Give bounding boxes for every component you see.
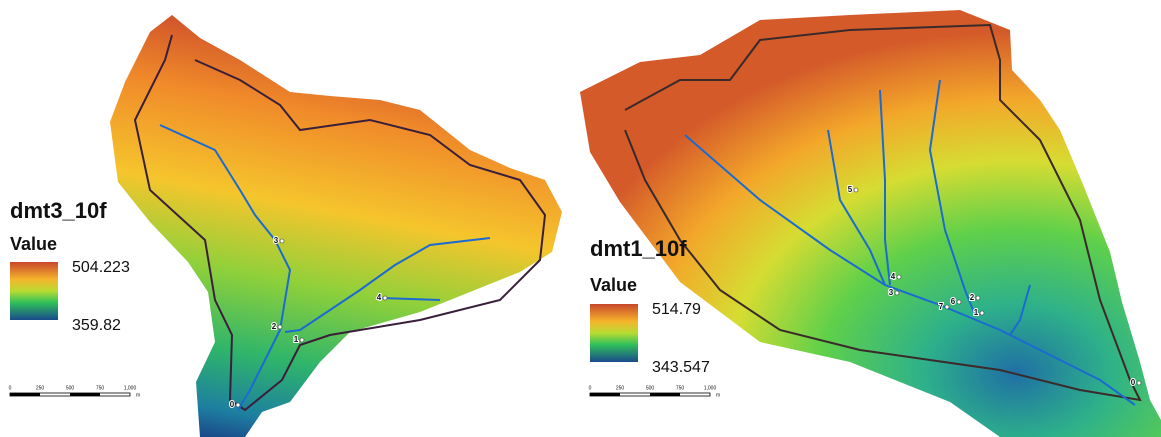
outlet-label: 3 [889, 288, 894, 297]
outlet-point [280, 239, 284, 243]
legend-low: 359.82 [72, 317, 121, 334]
scale-unit: m [716, 392, 720, 398]
legend-high: 514.79 [652, 301, 701, 318]
scale-unit: m [136, 392, 140, 398]
outlet-point [945, 305, 949, 309]
outlet-point [957, 300, 961, 304]
outlet-label: 4 [377, 293, 382, 302]
scale-label: 250 [36, 385, 45, 391]
outlet-label: 0 [230, 400, 235, 409]
outlet-point [895, 291, 899, 295]
scale-label: 250 [616, 385, 625, 391]
scale-label: 750 [96, 385, 105, 391]
color-ramp [590, 304, 638, 362]
outlet-label: 0 [1131, 378, 1136, 387]
scale-label: 750 [676, 385, 685, 391]
outlet-point [278, 325, 282, 329]
outlet-point [854, 188, 858, 192]
legend-title: dmt3_10f [10, 198, 107, 223]
outlet-label: 1 [974, 308, 979, 317]
outlet-label: 1 [294, 335, 299, 344]
legend-field: Value [590, 275, 637, 295]
scale-segment [70, 393, 100, 396]
outlet-label: 4 [891, 272, 896, 281]
outlet-point [383, 296, 387, 300]
outlet-label: 3 [274, 236, 279, 245]
outlet-label: 6 [951, 297, 956, 306]
outlet-label: 5 [848, 185, 853, 194]
watershed-dem [110, 15, 562, 437]
outlet-point [236, 403, 240, 407]
scale-segment [10, 393, 40, 396]
scale-label: 500 [646, 385, 655, 391]
scale-segment [590, 393, 620, 396]
outlet-label: 2 [970, 293, 975, 302]
outlet-point [897, 275, 901, 279]
scale-label: 1,000 [704, 385, 717, 391]
scale-label: 0 [589, 385, 592, 391]
outlet-point [1137, 381, 1141, 385]
scale-label: 500 [66, 385, 75, 391]
scale-segment [650, 393, 680, 396]
map-figure: dmt3_10fValue504.223359.8202505007501,00… [0, 0, 1161, 437]
outlet-point [980, 311, 984, 315]
legend-high: 504.223 [72, 259, 130, 276]
legend-field: Value [10, 234, 57, 254]
legend-title: dmt1_10f [590, 236, 687, 261]
color-ramp [10, 262, 58, 320]
scale-label: 1,000 [124, 385, 137, 391]
outlet-label: 2 [272, 322, 277, 331]
outlet-label: 7 [939, 302, 944, 311]
outlet-point [300, 338, 304, 342]
legend-low: 343.547 [652, 359, 710, 376]
outlet-point [976, 296, 980, 300]
scale-label: 0 [9, 385, 12, 391]
